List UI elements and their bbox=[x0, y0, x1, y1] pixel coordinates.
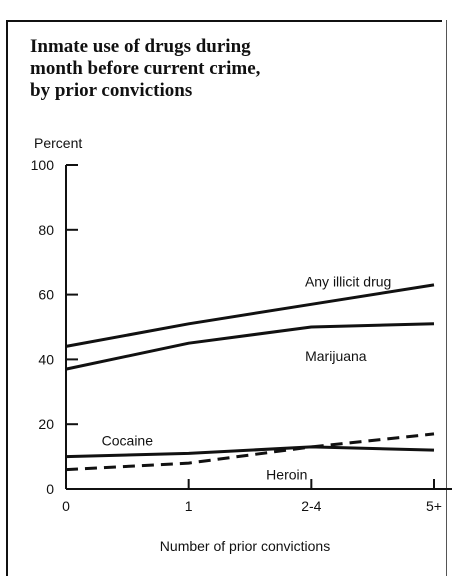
y-tick-label-40: 40 bbox=[38, 351, 54, 367]
series-line-any-illicit-drug bbox=[65, 283, 435, 348]
y-tick-label-80: 80 bbox=[38, 222, 54, 238]
series-line-heroin bbox=[65, 432, 435, 472]
x-tick-label-0: 0 bbox=[62, 498, 70, 514]
y-tick-label-100: 100 bbox=[31, 157, 55, 173]
series-line-cocaine bbox=[65, 445, 435, 459]
series-label-marijuana: Marijuana bbox=[305, 348, 367, 364]
series-label-cocaine: Cocaine bbox=[102, 432, 154, 448]
page-edge-rule bbox=[446, 20, 447, 576]
x-tick-label-5+: 5+ bbox=[426, 498, 442, 514]
series-label-heroin: Heroin bbox=[266, 466, 307, 482]
series-line-marijuana bbox=[65, 322, 435, 371]
y-axis-title: Percent bbox=[34, 135, 82, 151]
series-label-any-illicit-drug: Any illicit drug bbox=[305, 274, 391, 290]
x-axis-title: Number of prior convictions bbox=[160, 538, 330, 554]
x-tick-label-1: 1 bbox=[185, 498, 193, 514]
y-tick-label-0: 0 bbox=[46, 481, 54, 497]
y-tick-label-60: 60 bbox=[38, 287, 54, 303]
chart-frame bbox=[6, 20, 442, 576]
x-tick-label-2-4: 2-4 bbox=[301, 498, 321, 514]
chart-title: Inmate use of drugs during month before … bbox=[30, 36, 261, 101]
y-tick-label-20: 20 bbox=[38, 416, 54, 432]
